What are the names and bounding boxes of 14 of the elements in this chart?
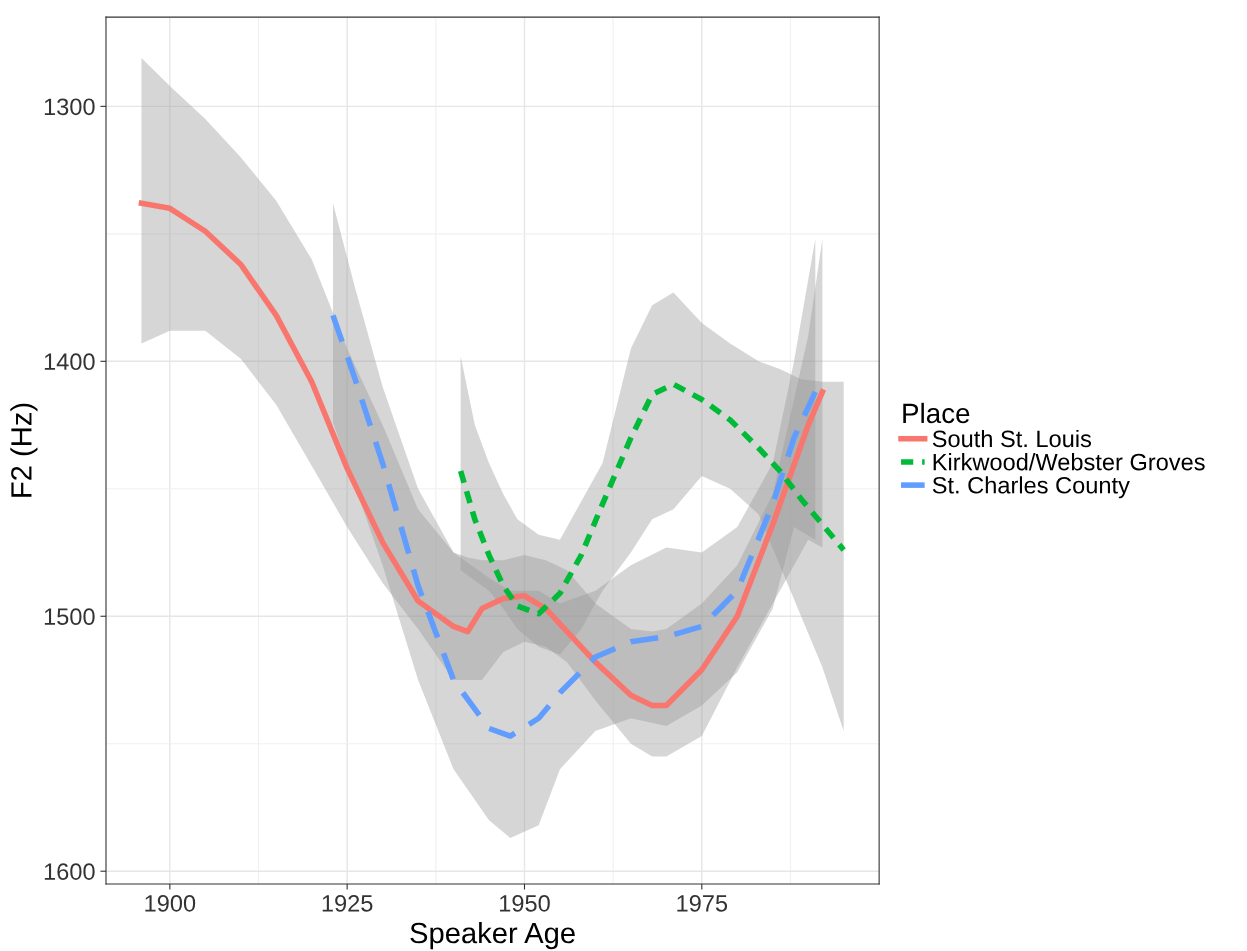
y-tick-label: 1500: [44, 608, 95, 626]
x-tick-label: 1900: [145, 894, 196, 912]
legend-label: St. Charles County: [932, 476, 1130, 499]
y-tick-label: 1600: [44, 863, 95, 880]
y-axis-title: F2 (Hz): [10, 403, 38, 497]
y-tick-label: 1300: [44, 98, 95, 116]
x-tick-label: 1925: [322, 894, 373, 912]
y-tick-label: 1400: [44, 353, 95, 371]
legend-label: Kirkwood/Webster Groves: [933, 453, 1205, 471]
legend-label: South St. Louis: [932, 429, 1092, 448]
x-tick-label: 1975: [677, 894, 728, 912]
x-axis-title: Speaker Age: [410, 921, 575, 950]
legend-title: Place: [903, 402, 970, 424]
x-tick-label: 1950: [500, 894, 550, 912]
